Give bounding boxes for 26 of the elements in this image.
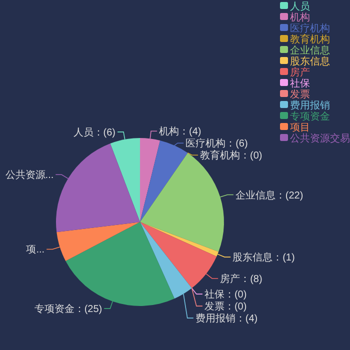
data-label: 机构：(4) bbox=[159, 126, 202, 138]
data-label: 企业信息：(22) bbox=[235, 189, 304, 202]
legend-label: 发票 bbox=[290, 90, 310, 100]
legend-label: 医疗机构 bbox=[290, 22, 330, 34]
data-label: 专项资金：(25) bbox=[34, 303, 102, 316]
data-label: 人员：(6) bbox=[73, 127, 116, 138]
legend-label: 房产 bbox=[290, 66, 310, 78]
legend-label: 项目 bbox=[290, 122, 310, 134]
legend-label: 企业信息 bbox=[290, 44, 330, 56]
legend-label: 社保 bbox=[290, 78, 310, 90]
data-label: 项... bbox=[26, 244, 45, 256]
legend-label: 公共资源交易 bbox=[290, 132, 350, 144]
legend-label: 人员 bbox=[290, 2, 310, 12]
text: 发票：(0) bbox=[204, 302, 247, 313]
data-label: 公共资源... bbox=[5, 169, 54, 182]
legend-label: 教育机构 bbox=[290, 34, 330, 46]
data-label: 医疗机构：(6) bbox=[186, 138, 248, 150]
data-label: 费用报销：(4) bbox=[195, 312, 258, 325]
legend-label: 股东信息 bbox=[290, 56, 330, 68]
legend-label: 费用报销 bbox=[290, 100, 330, 112]
data-label: 股东信息：(1) bbox=[232, 252, 295, 264]
legend-label: 机构 bbox=[290, 12, 310, 24]
data-label: 房产：(8) bbox=[220, 272, 262, 285]
legend-label: 专项资金 bbox=[290, 110, 330, 122]
text: 社保：(0) bbox=[204, 290, 247, 301]
text: 教育机构：(0) bbox=[200, 150, 262, 162]
